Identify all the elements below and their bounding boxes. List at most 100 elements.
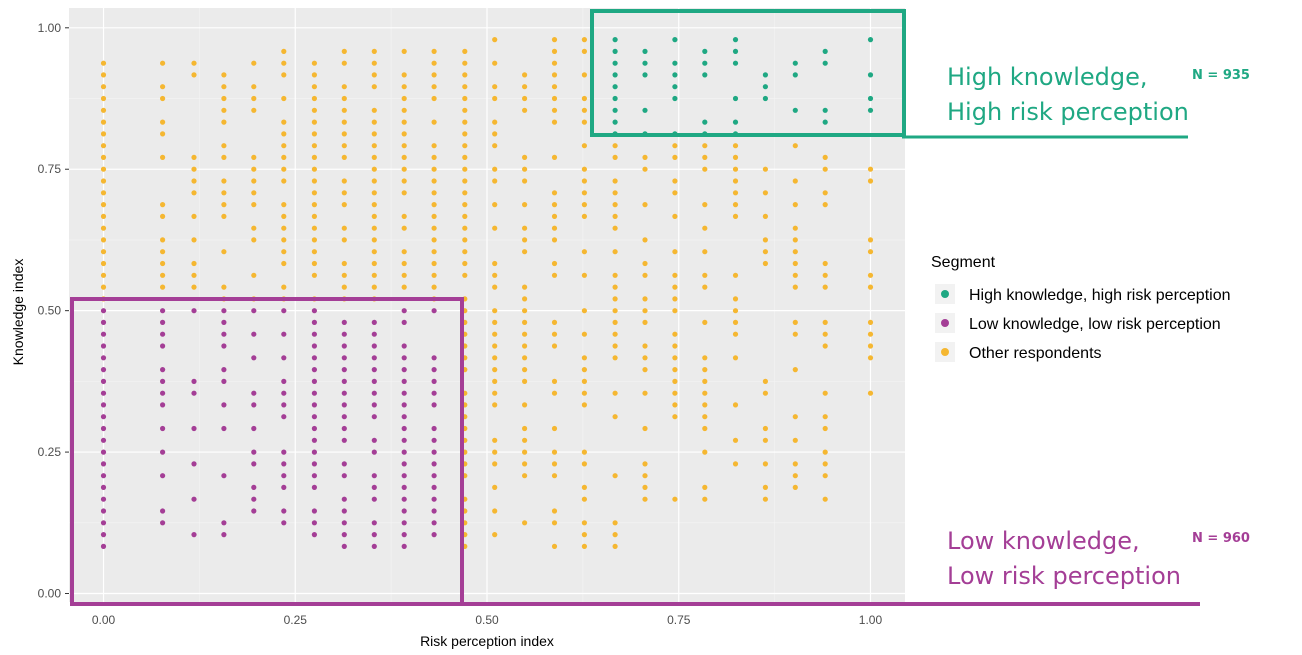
data-point — [401, 260, 407, 267]
data-point — [551, 520, 558, 526]
data-point — [311, 131, 317, 137]
data-point — [100, 166, 107, 172]
data-point — [732, 178, 739, 184]
data-point — [522, 355, 528, 361]
data-point — [401, 284, 407, 290]
data-point — [281, 390, 287, 396]
data-point — [522, 154, 528, 160]
data-point — [612, 272, 618, 278]
data-point — [732, 95, 739, 102]
data-point — [612, 48, 618, 55]
data-point — [281, 378, 287, 384]
data-point — [191, 213, 197, 219]
data-point — [822, 414, 828, 420]
data-point — [341, 284, 347, 290]
data-point — [251, 496, 257, 502]
data-point — [401, 461, 407, 467]
data-point — [221, 319, 227, 325]
data-point — [642, 72, 648, 78]
data-point — [431, 60, 437, 66]
data-point — [792, 60, 798, 66]
data-point — [100, 425, 107, 432]
data-point — [612, 213, 618, 219]
data-point — [612, 473, 618, 479]
data-point — [251, 166, 257, 172]
data-point — [867, 331, 874, 337]
y-tick-label: 0.00 — [38, 587, 62, 601]
data-point — [431, 249, 437, 255]
data-point — [401, 190, 407, 196]
y-axis-title: Knowledge index — [10, 259, 26, 366]
high-segment-label-line2: High risk perception — [947, 98, 1189, 126]
data-point — [281, 284, 287, 290]
data-point — [612, 355, 618, 361]
data-point — [311, 249, 317, 255]
data-point — [762, 249, 769, 255]
data-point — [251, 355, 257, 361]
data-point — [341, 543, 347, 550]
data-point — [251, 154, 257, 160]
data-point — [371, 213, 377, 219]
data-point — [792, 225, 798, 231]
data-point — [221, 331, 227, 337]
low-segment-box — [70, 297, 464, 606]
data-point — [612, 520, 618, 526]
data-point — [401, 496, 407, 502]
data-point — [100, 72, 107, 78]
data-point — [822, 473, 828, 479]
data-point — [251, 202, 257, 208]
data-point — [311, 402, 317, 408]
data-point — [100, 520, 107, 526]
data-point — [792, 437, 798, 443]
data-point — [160, 390, 166, 396]
data-point — [281, 143, 287, 149]
data-point — [341, 331, 347, 337]
data-point — [551, 225, 558, 231]
data-point — [251, 107, 257, 113]
data-point — [492, 484, 498, 490]
data-point — [160, 331, 166, 337]
data-point — [672, 284, 678, 290]
data-point — [160, 367, 166, 373]
high-segment-label-line1: High knowledge, — [947, 63, 1148, 91]
data-point — [281, 461, 287, 467]
data-point — [341, 378, 347, 384]
data-point — [672, 37, 678, 43]
data-point — [672, 496, 678, 502]
data-point — [702, 202, 708, 208]
data-point — [281, 308, 287, 314]
data-point — [100, 143, 107, 149]
data-point — [311, 425, 317, 432]
legend-key-other — [941, 348, 949, 356]
data-point — [551, 260, 558, 267]
data-point — [311, 473, 317, 479]
data-point — [401, 178, 407, 184]
data-point — [867, 249, 874, 255]
legend-key-low — [941, 319, 949, 327]
data-point — [281, 166, 287, 172]
data-point — [732, 60, 739, 66]
data-point — [431, 484, 437, 490]
data-point — [100, 60, 107, 66]
data-point — [341, 107, 347, 113]
data-point — [792, 202, 798, 208]
data-point — [221, 107, 227, 113]
data-point — [462, 60, 468, 66]
data-point — [732, 319, 739, 325]
data-point — [221, 154, 227, 160]
data-point — [401, 508, 407, 514]
data-point — [702, 496, 708, 502]
data-point — [822, 119, 828, 125]
data-point — [431, 402, 437, 408]
data-point — [341, 84, 347, 90]
data-point — [311, 367, 317, 373]
data-point — [401, 449, 407, 455]
data-point — [762, 461, 769, 467]
data-point — [221, 213, 227, 219]
data-point — [702, 72, 708, 78]
data-point — [551, 390, 558, 396]
data-point — [341, 520, 347, 526]
data-point — [281, 473, 287, 479]
data-point — [311, 355, 317, 361]
data-point — [401, 355, 407, 361]
